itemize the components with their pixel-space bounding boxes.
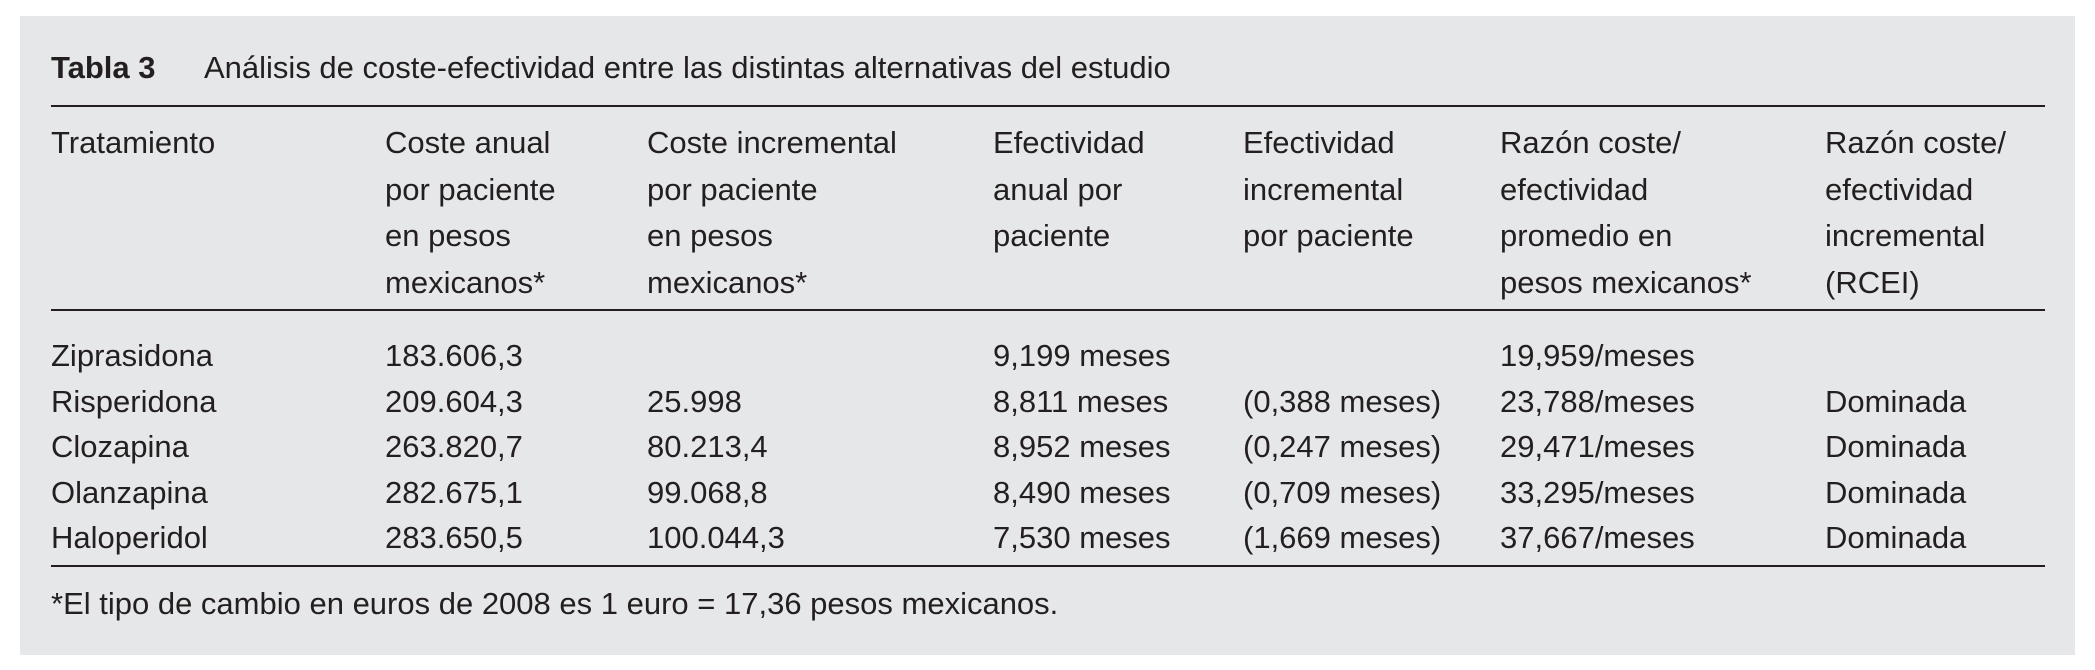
table-cell: 33,295/meses	[1500, 474, 1695, 510]
table-caption: Análisis de coste-efectividad entre las …	[204, 50, 1171, 85]
table-cell: 80.213,4	[647, 429, 768, 464]
table-cell: Dominada	[1825, 429, 1967, 464]
table-cell: 8,952 meses	[993, 429, 1171, 464]
table-cell: Dominada	[1825, 383, 1967, 419]
table-cell: 100.044,3	[647, 520, 785, 555]
table-cell: Dominada	[1825, 520, 1967, 555]
header-cell: Tratamiento	[51, 125, 216, 160]
table-cell: 283.650,5	[385, 520, 523, 555]
table-cell: 282.675,1	[385, 474, 523, 510]
header-cell: Efectividad	[993, 125, 1145, 160]
header-cell: efectividad	[1825, 171, 1974, 207]
header-cell: (RCEI)	[1825, 264, 1920, 300]
header-rule	[51, 309, 2045, 311]
header-cell: efectividad	[1500, 171, 1649, 207]
header-cell: Razón coste/	[1825, 125, 2006, 160]
header-cell: paciente	[993, 218, 1111, 253]
header-cell: por paciente	[1243, 218, 1414, 253]
table-cell: (0,709 meses)	[1243, 474, 1442, 510]
header-cell: mexicanos*	[385, 264, 546, 300]
header-cell: Razón coste/	[1500, 125, 1681, 160]
table-cell: Haloperidol	[51, 520, 208, 555]
bottom-rule	[51, 565, 2045, 567]
header-cell: en pesos	[385, 218, 511, 253]
table-cell: 29,471/meses	[1500, 429, 1695, 464]
table-cell: Dominada	[1825, 474, 1967, 510]
header-cell: anual por	[993, 171, 1123, 207]
table-panel	[20, 16, 2075, 655]
header-cell: incremental	[1243, 171, 1404, 207]
header-cell: incremental	[1825, 218, 1986, 253]
table-cell: 8,490 meses	[993, 474, 1171, 510]
header-cell: Efectividad	[1243, 125, 1395, 160]
table-cell: 37,667/meses	[1500, 520, 1695, 555]
table-cell: Ziprasidona	[51, 338, 213, 373]
table-cell: 7,530 meses	[993, 520, 1171, 555]
table-cell: (0,247 meses)	[1243, 429, 1442, 464]
header-cell: pesos mexicanos*	[1500, 264, 1752, 300]
table-cell: 263.820,7	[385, 429, 523, 464]
table-cell: Olanzapina	[51, 474, 208, 510]
footnote: *El tipo de cambio en euros de 2008 es 1…	[51, 586, 1059, 621]
table-cell: 8,811 meses	[993, 383, 1169, 419]
top-rule	[51, 105, 2045, 107]
table-cell: 19,959/meses	[1500, 338, 1695, 373]
header-cell: promedio en	[1500, 218, 1673, 253]
header-cell: Coste anual	[385, 125, 551, 160]
table-cell: (0,388 meses)	[1243, 383, 1442, 419]
table-cell: 9,199 meses	[993, 338, 1171, 373]
table-cell: Risperidona	[51, 383, 217, 419]
table-cell: 23,788/meses	[1500, 383, 1695, 419]
table-cell: 99.068,8	[647, 474, 768, 510]
table-cell: 183.606,3	[385, 338, 523, 373]
header-cell: por paciente	[385, 171, 556, 207]
header-cell: por paciente	[647, 171, 818, 207]
table-label: Tabla 3	[51, 50, 156, 85]
header-cell: en pesos	[647, 218, 773, 253]
table-cell: (1,669 meses)	[1243, 520, 1442, 555]
header-cell: mexicanos*	[647, 264, 808, 300]
table-cell: Clozapina	[51, 429, 189, 464]
table-cell: 25.998	[647, 383, 742, 419]
table-cell: 209.604,3	[385, 383, 523, 419]
header-cell: Coste incremental	[647, 125, 897, 160]
